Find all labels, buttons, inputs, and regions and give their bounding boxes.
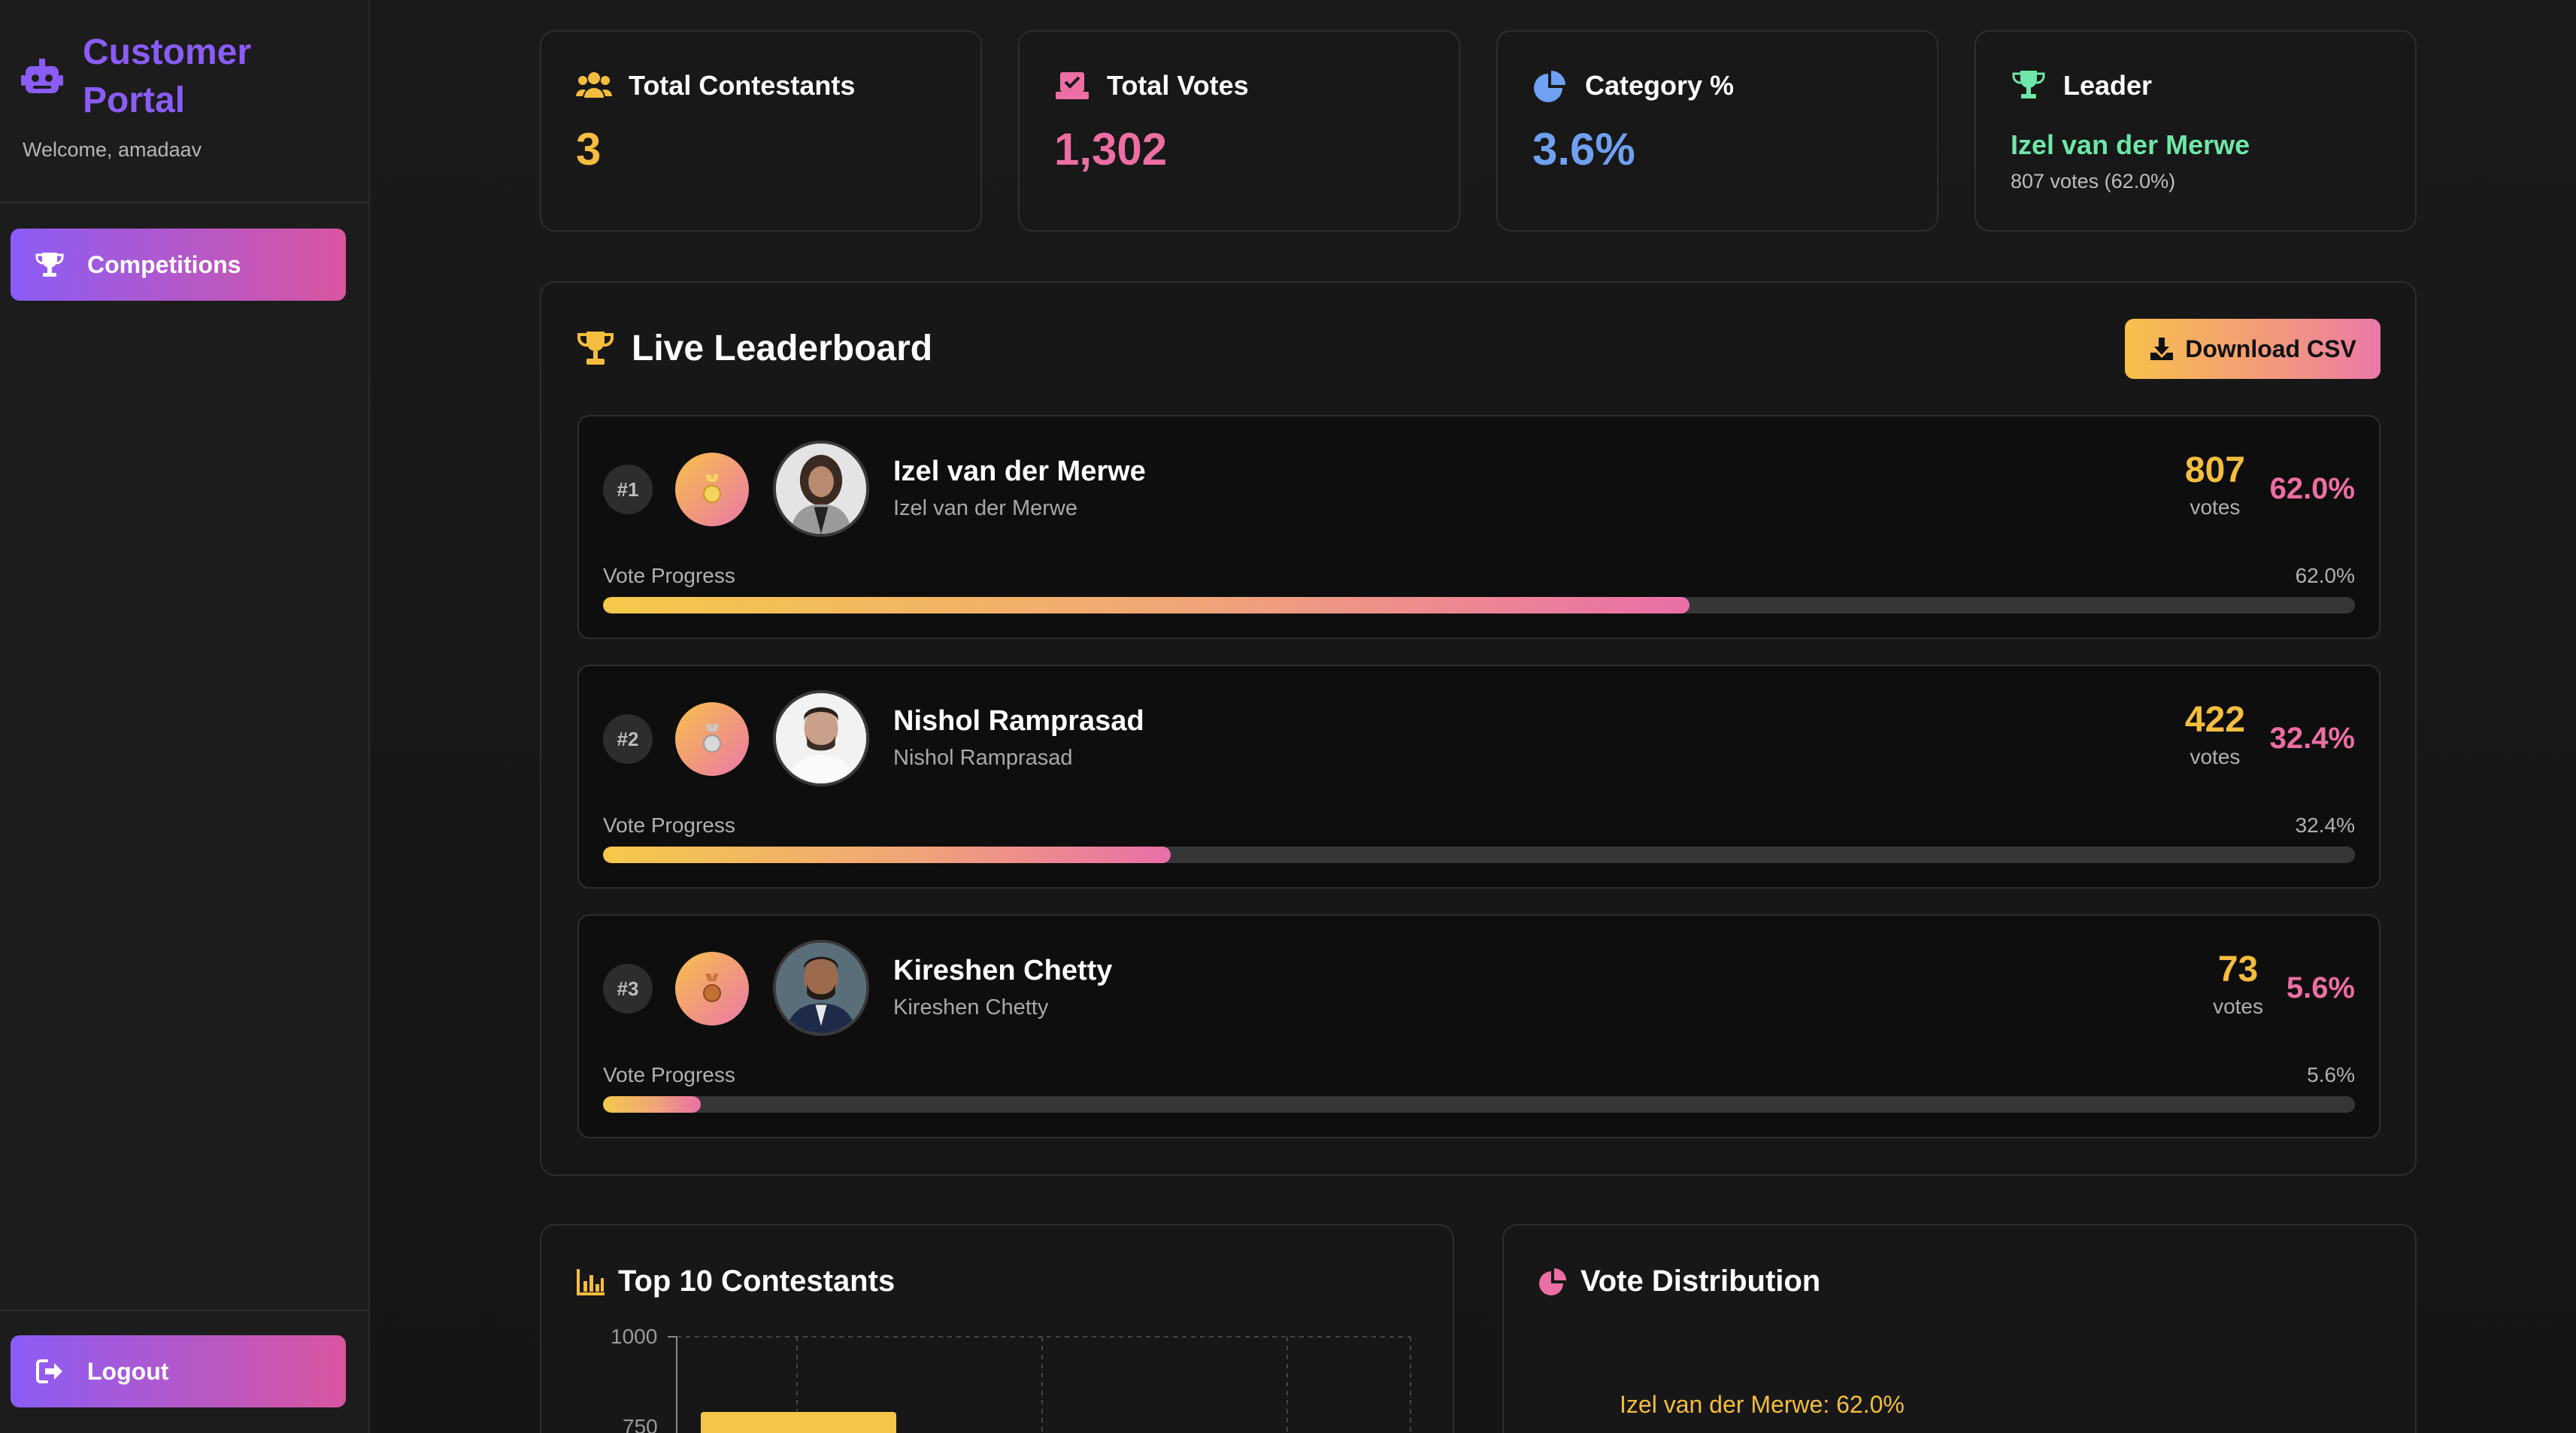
vote-count-number: 422 [2184, 700, 2245, 740]
welcome-text: Welcome, amadaav [23, 138, 202, 161]
leaderboard-entry[interactable]: #2 Nishol Ramprasad Nishol Ramprasad 422… [577, 665, 2381, 889]
contestant-name: Kireshen Chetty [893, 955, 1113, 986]
distribution-title: Vote Distribution [1538, 1265, 1820, 1298]
progress-track [603, 597, 2355, 613]
robot-icon [21, 59, 63, 93]
live-leaderboard: Live Leaderboard Download CSV #1 Izel va… [540, 281, 2417, 1176]
logout-icon [36, 1359, 62, 1383]
stat-card-contestants: Total Contestants 3 [540, 30, 982, 232]
pie-chart-icon [1539, 1268, 1566, 1295]
progress-value: 62.0% [2295, 564, 2355, 587]
vote-count-unit: votes [2190, 745, 2241, 768]
progress-fill [603, 597, 1690, 613]
top10-chart [668, 1336, 1411, 1433]
vote-count-number: 73 [2217, 950, 2259, 989]
vote-count-unit: votes [2190, 495, 2241, 519]
stat-value: 1,302 [1054, 124, 1168, 174]
vote-percent: 5.6% [2286, 971, 2355, 1004]
brand: Customer Portal [21, 29, 278, 125]
distribution-slice-label: Izel van der Merwe: 62.0% [1620, 1391, 1905, 1418]
logout-label: Logout [87, 1357, 169, 1385]
progress-label: Vote Progress [603, 1063, 735, 1086]
logout-button[interactable]: Logout [11, 1335, 346, 1407]
vote-count-unit: votes [2213, 995, 2263, 1018]
vote-percent: 32.4% [2269, 722, 2355, 755]
contestant-subtitle: Kireshen Chetty [893, 995, 1049, 1019]
gold-medal-icon [675, 453, 749, 526]
progress-track [603, 847, 2355, 863]
vote-count: 807 votes [2185, 450, 2245, 520]
download-csv-button[interactable]: Download CSV [2125, 319, 2381, 379]
leader-name: Izel van der Merwe [2011, 129, 2250, 160]
trophy-icon [577, 331, 614, 365]
y-tick-label: 1000 [611, 1325, 658, 1348]
progress-label: Vote Progress [603, 564, 735, 587]
vote-count: 422 votes [2185, 699, 2245, 769]
brand-title: Customer Portal [83, 32, 252, 120]
sidebar-item-label: Competitions [87, 250, 241, 278]
sidebar: Customer Portal Welcome, amadaav Competi… [0, 0, 370, 1433]
vote-box-icon [1056, 72, 1089, 99]
sidebar-item-competitions[interactable]: Competitions [11, 229, 346, 301]
stat-label: Total Contestants [629, 70, 856, 101]
leaderboard-title: Live Leaderboard [576, 328, 932, 369]
contestant-name: Nishol Ramprasad [893, 705, 1144, 737]
vote-distribution-card: Vote Distribution Izel van der Merwe: 62… [1502, 1224, 2417, 1433]
download-csv-label: Download CSV [2185, 335, 2356, 362]
pie-chart-icon [1534, 71, 1565, 102]
sidebar-divider [0, 1310, 368, 1311]
progress-fill [603, 1096, 702, 1113]
contestant-name: Izel van der Merwe [893, 456, 1146, 487]
avatar [773, 940, 869, 1036]
download-icon [2150, 338, 2174, 360]
stat-label: Leader [2063, 70, 2153, 101]
trophy-icon [35, 253, 64, 277]
stat-card-category: Category % 3.6% [1496, 30, 1938, 232]
leaderboard-title-text: Live Leaderboard [632, 329, 933, 368]
rank-badge: #1 [603, 465, 653, 514]
top10-title: Top 10 Contestants [576, 1265, 895, 1298]
stat-card-leader: Leader Izel van der Merwe 807 votes (62.… [1974, 30, 2417, 232]
silver-medal-icon [675, 702, 749, 776]
rank-badge: #2 [603, 714, 653, 764]
leaderboard-entry[interactable]: #1 Izel van der Merwe Izel van der Merwe… [577, 415, 2381, 639]
stat-label: Category % [1585, 70, 1735, 101]
leaderboard-entry[interactable]: #3 Kireshen Chetty Kireshen Chetty 73 vo… [577, 914, 2381, 1138]
stat-card-votes: Total Votes 1,302 [1018, 30, 1460, 232]
progress-value: 5.6% [2307, 1063, 2355, 1086]
contestant-subtitle: Izel van der Merwe [893, 496, 1077, 520]
progress-value: 32.4% [2295, 813, 2355, 837]
top10-chart-card: Top 10 Contestants 1000 750 [540, 1224, 1454, 1433]
stat-value: 3.6% [1532, 124, 1635, 174]
progress-track [603, 1096, 2355, 1113]
sidebar-divider [0, 201, 368, 203]
bar-chart-icon [577, 1268, 605, 1295]
trophy-icon [2012, 71, 2045, 98]
avatar [773, 441, 869, 537]
progress-fill [603, 847, 1171, 863]
vote-count: 73 votes [2213, 949, 2263, 1019]
bronze-medal-icon [675, 952, 749, 1026]
contestant-subtitle: Nishol Ramprasad [893, 746, 1073, 770]
progress-label: Vote Progress [603, 813, 735, 837]
avatar [773, 690, 869, 786]
y-tick-label: 750 [623, 1415, 658, 1433]
vote-count-number: 807 [2184, 450, 2245, 490]
leader-votes: 807 votes (62.0%) [2011, 170, 2176, 192]
rank-badge: #3 [603, 964, 653, 1013]
distribution-title-text: Vote Distribution [1580, 1265, 1821, 1298]
stat-value: 3 [576, 124, 602, 174]
stat-label: Total Votes [1107, 70, 1249, 101]
chart-bar[interactable] [701, 1412, 896, 1433]
users-icon [576, 72, 612, 98]
vote-percent: 62.0% [2269, 472, 2355, 505]
top10-title-text: Top 10 Contestants [618, 1265, 896, 1298]
